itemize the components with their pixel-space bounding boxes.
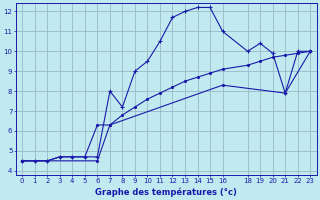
X-axis label: Graphe des températures (°c): Graphe des températures (°c) xyxy=(95,187,237,197)
